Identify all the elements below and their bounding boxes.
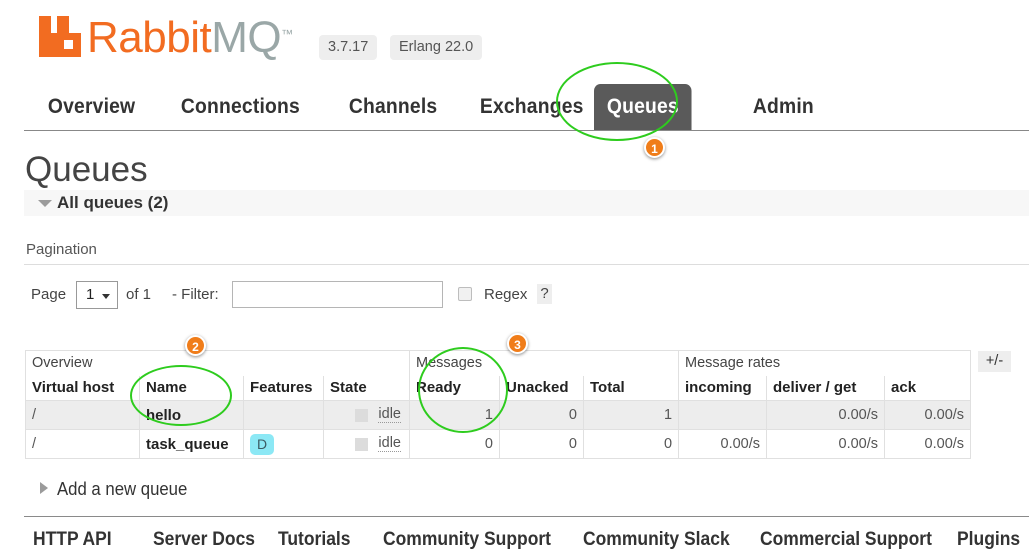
toggle-columns-button[interactable]: +/- (978, 351, 1011, 372)
nav-divider (24, 130, 1029, 131)
filter-label: - Filter: (172, 286, 219, 303)
cell-incoming (678, 400, 768, 430)
table-header-row: Virtual host Name Features State Ready U… (25, 375, 972, 401)
state-text: idle (378, 435, 401, 452)
cell-ready: 0 (409, 429, 500, 459)
column-header-name[interactable]: Name (139, 375, 244, 401)
regex-checkbox[interactable] (458, 287, 472, 301)
group-header-message-rates: Message rates (678, 350, 972, 376)
chevron-down-icon[interactable] (38, 200, 52, 207)
chevron-down-icon (102, 294, 110, 299)
column-header-ready[interactable]: Ready (409, 375, 500, 401)
column-header-virtual-host[interactable]: Virtual host (25, 375, 140, 401)
cell-incoming: 0.00/s (678, 429, 768, 459)
column-header-features[interactable]: Features (243, 375, 324, 401)
cell-state: idle (323, 400, 410, 430)
help-icon[interactable]: ? (537, 284, 552, 304)
cell-total: 0 (582, 429, 680, 459)
pagination-divider (24, 264, 1029, 265)
tab-channels[interactable]: Channels (348, 95, 438, 118)
state-text: idle (378, 406, 401, 423)
table-group-header-row: Overview Messages Message rates (25, 350, 972, 376)
page-title: Queues (25, 150, 148, 189)
logo-wordmark: RabbitMQ™ (87, 12, 293, 60)
tab-overview[interactable]: Overview (47, 95, 136, 118)
cell-ack: 0.00/s (884, 400, 972, 430)
page-select-value: 1 (86, 286, 95, 303)
cell-unacked: 0 (499, 429, 584, 459)
all-queues-section-bar[interactable] (24, 190, 1029, 216)
cell-ack: 0.00/s (884, 429, 972, 459)
footer-link-tutorials[interactable]: Tutorials (278, 529, 351, 550)
tab-queues[interactable]: Queues (594, 84, 692, 130)
cell-queue-name[interactable]: task_queue (139, 429, 244, 459)
all-queues-label: All queues (2) (57, 193, 169, 212)
tab-admin[interactable]: Admin (752, 95, 814, 118)
column-header-ack[interactable]: ack (884, 375, 972, 401)
cell-deliver-get: 0.00/s (766, 429, 886, 459)
tab-connections[interactable]: Connections (180, 95, 300, 118)
cell-virtual-host: / (25, 429, 140, 459)
logo-trademark-symbol: ™ (281, 27, 294, 41)
cell-features (243, 400, 324, 430)
app-header: RabbitMQ™ 3.7.17 Erlang 22.0 (0, 0, 1029, 85)
rabbit-body-shape (39, 32, 81, 57)
chevron-right-icon[interactable] (40, 482, 48, 494)
logo-word-rabbit: Rabbit (87, 13, 212, 62)
cell-ready: 1 (409, 400, 500, 430)
rabbit-eye-shape (64, 39, 73, 49)
rabbitmq-version-badge: 3.7.17 (319, 35, 378, 60)
cell-deliver-get: 0.00/s (766, 400, 886, 430)
tab-exchanges[interactable]: Exchanges (479, 95, 584, 118)
group-header-overview: Overview (25, 350, 410, 376)
footer-link-http-api[interactable]: HTTP API (33, 529, 112, 550)
queues-table: Overview Messages Message rates Virtual … (25, 350, 972, 459)
regex-label: Regex (484, 286, 528, 303)
main-navigation: Overview Connections Channels Exchanges … (0, 84, 1029, 131)
erlang-version-badge: Erlang 22.0 (390, 35, 483, 60)
rabbitmq-logo[interactable]: RabbitMQ™ (38, 8, 293, 64)
page-label: Page (31, 286, 67, 303)
column-header-unacked[interactable]: Unacked (499, 375, 584, 401)
footer-link-plugins[interactable]: Plugins (957, 529, 1021, 550)
column-header-deliver-get[interactable]: deliver / get (766, 375, 886, 401)
state-indicator-icon (355, 408, 369, 422)
cell-total: 1 (582, 400, 680, 430)
rabbit-ear-left-shape (39, 15, 51, 36)
filter-input[interactable] (232, 281, 443, 308)
state-indicator-icon (355, 437, 369, 451)
footer-link-server-docs[interactable]: Server Docs (153, 529, 256, 550)
add-new-queue-toggle[interactable]: Add a new queue (57, 479, 188, 499)
feature-durable-badge: D (250, 433, 275, 455)
logo-word-mq: MQ (211, 13, 282, 62)
cell-queue-name[interactable]: hello (139, 400, 244, 430)
cell-unacked: 0 (499, 400, 584, 430)
footer-link-commercial-support[interactable]: Commercial Support (760, 529, 932, 550)
footer-link-community-support[interactable]: Community Support (383, 529, 552, 550)
cell-virtual-host: / (25, 400, 140, 430)
page-count-label: of 1 (126, 286, 152, 303)
group-header-messages: Messages (408, 350, 680, 376)
footer-divider (24, 516, 1029, 517)
cell-features: D (243, 429, 324, 459)
page-select[interactable]: 1 (76, 281, 118, 309)
column-header-incoming[interactable]: incoming (678, 375, 768, 401)
column-header-total[interactable]: Total (582, 375, 680, 401)
column-header-state[interactable]: State (323, 375, 410, 401)
pagination-heading: Pagination (26, 241, 97, 258)
table-row: / task_queue D idle 0 0 0 0.00/s 0.00/s … (25, 429, 972, 459)
footer-link-community-slack[interactable]: Community Slack (583, 529, 730, 550)
table-row: / hello idle 1 0 1 0.00/s 0.00/s (25, 400, 972, 430)
cell-state: idle (323, 429, 410, 459)
rabbit-logo-icon (38, 15, 82, 57)
annotation-badge-1: 1 (644, 137, 665, 158)
rabbit-ear-right-shape (57, 15, 69, 36)
